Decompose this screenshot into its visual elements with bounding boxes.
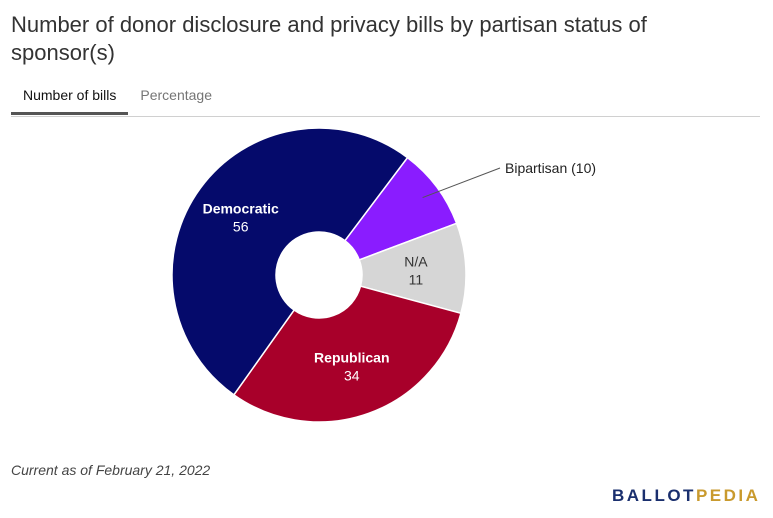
label-republican: Republican — [314, 349, 389, 365]
value-democratic: 56 — [233, 219, 249, 235]
label-n-a: N/A — [404, 253, 428, 269]
tab-bar: Number of bills Percentage — [11, 82, 760, 117]
slice-republican[interactable] — [232, 285, 462, 423]
value-republican: 34 — [344, 367, 360, 383]
tab-percentage[interactable]: Percentage — [140, 87, 212, 103]
leader-line-bipartisan — [422, 167, 501, 199]
chart-title: Number of donor disclosure and privacy b… — [11, 12, 647, 65]
value-n-a: 11 — [409, 271, 424, 287]
slice-democratic[interactable] — [171, 127, 409, 396]
ballotpedia-logo[interactable]: BALLOTPEDIA — [612, 486, 761, 505]
slice-n-a[interactable] — [358, 222, 467, 315]
footnote: Current as of February 21, 2022 — [11, 462, 211, 478]
label-bipartisan: Bipartisan (10) — [505, 160, 596, 176]
label-democratic: Democratic — [203, 201, 279, 217]
tab-number-of-bills[interactable]: Number of bills — [11, 82, 129, 115]
